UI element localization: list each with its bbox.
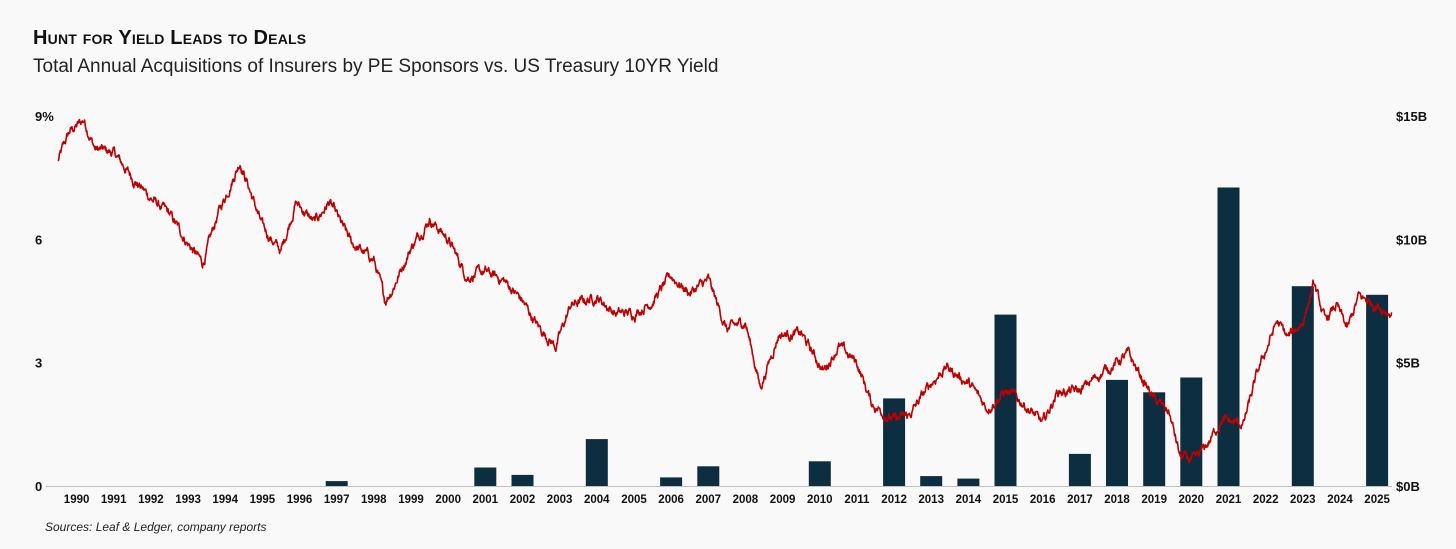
- bar-2019: [1143, 392, 1166, 486]
- x-tick-label: 1991: [101, 494, 127, 506]
- left-tick-label: 9%: [35, 109, 54, 124]
- x-tick-label: 2005: [621, 494, 647, 506]
- source-note: Sources: Leaf & Ledger, company reports: [45, 520, 267, 534]
- x-tick-label: 1994: [212, 494, 238, 506]
- right-tick-label: $0B: [1396, 479, 1420, 494]
- bar-2021: [1217, 187, 1240, 486]
- bar-2012: [883, 398, 906, 486]
- bar-2001: [474, 467, 497, 486]
- x-tick-label: 2016: [1030, 494, 1056, 506]
- bar-series: [325, 187, 1389, 486]
- x-tick-label: 2012: [881, 494, 907, 506]
- x-tick-label: 1992: [138, 494, 164, 506]
- x-tick-label: 2019: [1141, 494, 1167, 506]
- bar-2013: [920, 476, 943, 486]
- x-tick-label: 2010: [807, 494, 833, 506]
- chart-subtitle: Total Annual Acquisitions of Insurers by…: [33, 56, 719, 77]
- right-tick-label: $5B: [1396, 356, 1420, 371]
- bar-2014: [957, 478, 980, 486]
- chart-title: Hunt for Yield Leads to Deals: [33, 27, 307, 49]
- bar-2018: [1106, 379, 1128, 486]
- bar-2004: [585, 439, 608, 486]
- left-axis-ticks: 0 3 6 9%: [35, 109, 54, 494]
- bar-2006: [660, 477, 683, 486]
- x-tick-label: 2000: [435, 494, 461, 506]
- x-tick-label: 1993: [175, 494, 201, 506]
- x-tick-label: 2020: [1179, 494, 1205, 506]
- x-tick-label: 2007: [696, 494, 722, 506]
- bar-2025: [1366, 294, 1389, 486]
- x-tick-label: 2022: [1253, 494, 1279, 506]
- x-tick-label: 2001: [473, 494, 499, 506]
- right-axis-ticks: $0B $5B $10B $15B: [1396, 109, 1427, 494]
- right-tick-label: $15B: [1396, 109, 1427, 124]
- x-tick-label: 2017: [1067, 494, 1093, 506]
- x-tick-label: 2024: [1327, 494, 1353, 506]
- x-axis-ticks: 1990 1991 1992 1993 1994 1995 1996 1997 1998 1999…: [64, 494, 1391, 506]
- x-tick-label: 2002: [510, 494, 536, 506]
- x-tick-label: 2008: [733, 494, 759, 506]
- x-tick-label: 2004: [584, 494, 610, 506]
- left-tick-label: 0: [35, 479, 42, 494]
- bar-2007: [697, 466, 720, 486]
- x-tick-label: 2011: [844, 494, 870, 506]
- x-tick-label: 2014: [956, 494, 982, 506]
- right-tick-label: $10B: [1396, 232, 1427, 247]
- bar-2010: [808, 461, 831, 486]
- x-tick-label: 1997: [324, 494, 350, 506]
- x-tick-label: 2025: [1364, 494, 1390, 506]
- bar-1997: [325, 481, 348, 486]
- x-tick-label: 2009: [770, 494, 796, 506]
- yield-line: [57, 118, 1393, 464]
- x-tick-label: 2015: [993, 494, 1019, 506]
- left-tick-label: 3: [35, 356, 42, 371]
- bar-2015: [994, 314, 1017, 486]
- bar-2023: [1291, 286, 1314, 486]
- bar-2002: [511, 474, 534, 486]
- x-tick-label: 1998: [361, 494, 387, 506]
- bar-2017: [1068, 453, 1091, 486]
- x-tick-label: 2006: [658, 494, 684, 506]
- x-tick-label: 2021: [1216, 494, 1242, 506]
- x-tick-label: 1996: [287, 494, 313, 506]
- bar-2020: [1180, 377, 1203, 486]
- x-tick-label: 2023: [1290, 494, 1316, 506]
- x-tick-label: 2013: [918, 494, 944, 506]
- x-tick-label: 1990: [64, 494, 90, 506]
- x-tick-label: 1999: [398, 494, 424, 506]
- line-series: [57, 118, 1393, 464]
- x-tick-label: 2003: [547, 494, 573, 506]
- x-tick-label: 2018: [1104, 494, 1130, 506]
- left-tick-label: 6: [35, 232, 42, 247]
- x-tick-label: 1995: [250, 494, 276, 506]
